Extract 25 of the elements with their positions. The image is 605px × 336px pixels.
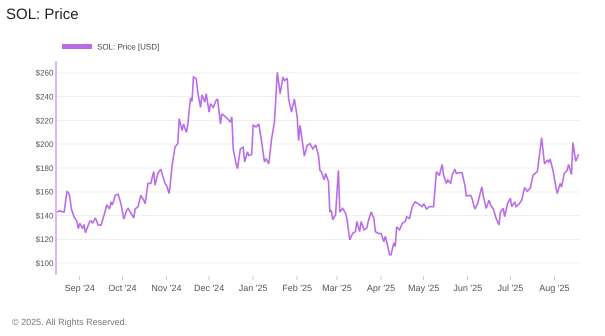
x-tick-label: Jun '25 bbox=[453, 282, 482, 293]
y-tick-label: $120 bbox=[36, 235, 54, 244]
y-tick-label: $260 bbox=[36, 68, 54, 78]
x-tick-label: Jul '25 bbox=[497, 282, 524, 293]
x-tick-label: Mar '25 bbox=[322, 282, 352, 293]
text: © 2025. All Rights Reserved. bbox=[12, 317, 128, 327]
x-tick-label: Apr '25 bbox=[366, 282, 396, 293]
legend-label: SOL: Price [USD] bbox=[97, 42, 160, 52]
x-tick-label: Jan '25 bbox=[238, 282, 268, 293]
y-tick-label: $220 bbox=[36, 116, 54, 126]
y-tick-label: $180 bbox=[36, 164, 54, 173]
y-tick-label: $200 bbox=[36, 140, 54, 150]
y-tick-label: $100 bbox=[36, 258, 54, 268]
x-tick-label: Sep '24 bbox=[64, 282, 95, 293]
x-tick-label: Nov '24 bbox=[151, 282, 182, 293]
x-tick-label: Aug '25 bbox=[539, 282, 570, 293]
chart-title: SOL: Price bbox=[6, 6, 79, 23]
line-series bbox=[57, 71, 580, 256]
y-tick-label: $160 bbox=[36, 188, 54, 197]
y-tick-label: $140 bbox=[36, 211, 54, 220]
x-tick-label: May '25 bbox=[408, 282, 440, 293]
x-tick-label: Feb '25 bbox=[282, 282, 312, 293]
x-tick-label: Oct '24 bbox=[108, 282, 136, 293]
y-tick-label: $240 bbox=[36, 92, 54, 102]
x-tick-label: Dec '24 bbox=[194, 282, 224, 293]
